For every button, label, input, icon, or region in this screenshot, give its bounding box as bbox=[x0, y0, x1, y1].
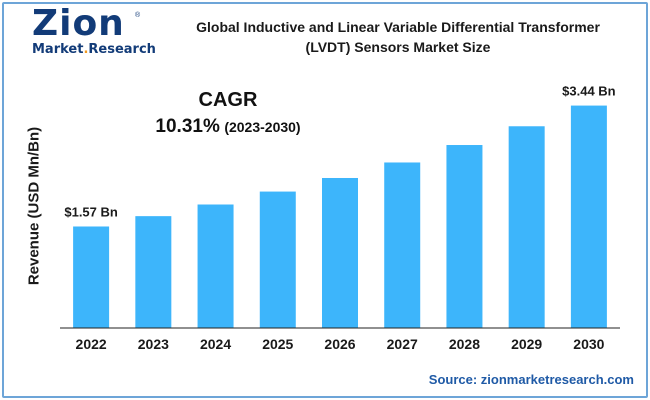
cagr-label: CAGR bbox=[198, 89, 258, 111]
x-tick-label-2028: 2028 bbox=[449, 336, 480, 352]
source-credit: Source: zionmarketresearch.com bbox=[428, 372, 634, 387]
x-tick-label-2027: 2027 bbox=[387, 336, 418, 352]
x-tick-label-2023: 2023 bbox=[138, 336, 169, 352]
bar-2024 bbox=[197, 204, 234, 328]
x-tick-label-2025: 2025 bbox=[262, 336, 293, 352]
bar-2027 bbox=[384, 162, 421, 328]
logo-subtitle: Market.Research bbox=[32, 42, 156, 57]
bar-2023 bbox=[135, 216, 172, 328]
x-tick-label-2022: 2022 bbox=[76, 336, 107, 352]
chart-title-line-1: Global Inductive and Linear Variable Dif… bbox=[196, 19, 600, 35]
cagr-value: 10.31% bbox=[155, 116, 220, 137]
bar-2026 bbox=[322, 177, 358, 328]
cagr-annotation: CAGR 10.31% (2023-2030) bbox=[128, 88, 328, 138]
x-tick-label-2030: 2030 bbox=[573, 336, 604, 352]
logo-wordmark: Zion bbox=[32, 3, 125, 44]
bar-2029 bbox=[508, 126, 545, 328]
data-label-2030: $3.44 Bn bbox=[562, 84, 616, 99]
x-tick-label-2026: 2026 bbox=[324, 336, 355, 352]
bar-2022 bbox=[73, 226, 110, 328]
zion-logo: Zion ® Market.Research bbox=[32, 4, 156, 64]
bar-2028 bbox=[446, 145, 483, 328]
x-tick-label-2024: 2024 bbox=[200, 336, 231, 352]
cagr-period: (2023-2030) bbox=[224, 119, 301, 135]
chart-title-line-2: (LVDT) Sensors Market Size bbox=[305, 39, 491, 55]
logo-registered-mark: ® bbox=[135, 12, 141, 19]
chart-title: Global Inductive and Linear Variable Dif… bbox=[168, 17, 628, 57]
bar-2030 bbox=[570, 105, 607, 328]
data-label-2022: $1.57 Bn bbox=[64, 204, 118, 219]
x-tick-label-2029: 2029 bbox=[511, 336, 542, 352]
bar-2025 bbox=[259, 191, 296, 328]
